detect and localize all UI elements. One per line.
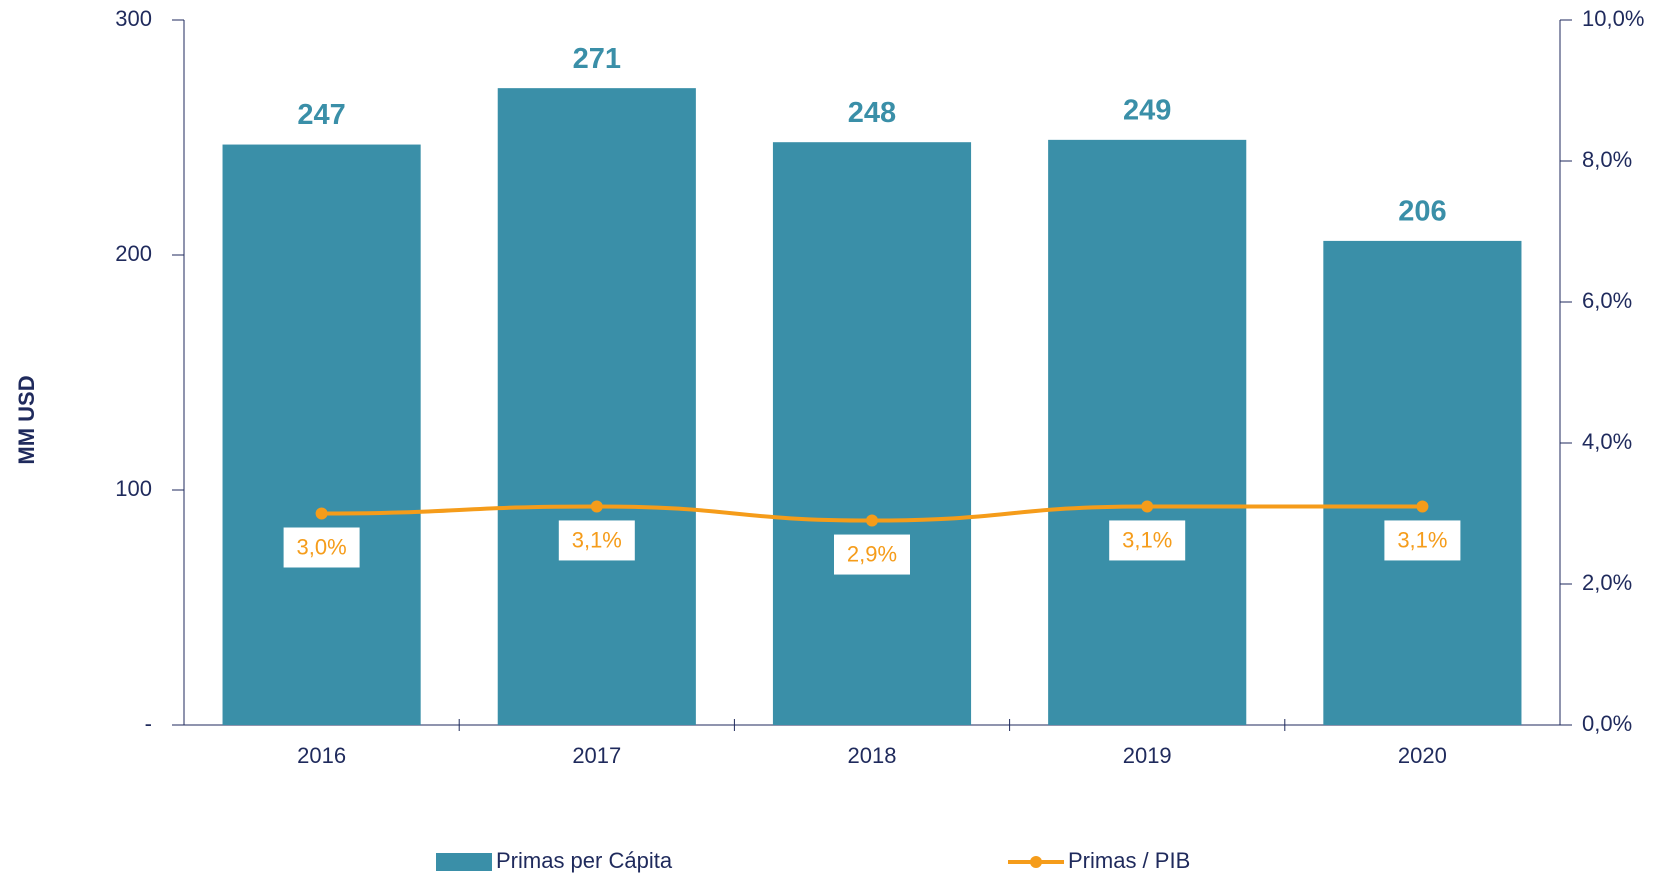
y2-tick-label: 6,0% bbox=[1582, 288, 1632, 313]
legend-swatch bbox=[1030, 856, 1042, 868]
label-box bbox=[834, 534, 910, 575]
x-tick-label: 2019 bbox=[1123, 743, 1172, 768]
line-value-label: 3,0% bbox=[297, 534, 347, 559]
y2-tick-label: 8,0% bbox=[1582, 147, 1632, 172]
y2-tick-label: 10,0% bbox=[1582, 6, 1644, 31]
label-box bbox=[1384, 520, 1461, 561]
bar bbox=[772, 142, 972, 725]
bar-value-label: 247 bbox=[297, 99, 345, 131]
x-tick-label: 2020 bbox=[1398, 743, 1447, 768]
legend-label: Primas per Cápita bbox=[496, 848, 673, 873]
bar bbox=[1323, 240, 1522, 725]
line-point bbox=[1141, 500, 1154, 513]
label-box bbox=[283, 527, 360, 568]
bar bbox=[497, 88, 696, 725]
legend-swatch bbox=[436, 853, 492, 871]
bar bbox=[222, 144, 421, 726]
line-point bbox=[315, 507, 328, 520]
y-tick-label: 200 bbox=[115, 241, 152, 266]
label-box bbox=[558, 520, 635, 561]
line-value-label: 2,9% bbox=[847, 541, 897, 566]
line-point bbox=[590, 500, 603, 513]
y-axis-label: MM USD bbox=[14, 375, 39, 464]
y-tick-label: - bbox=[145, 711, 152, 736]
y2-tick-label: 2,0% bbox=[1582, 570, 1632, 595]
bar-value-label: 248 bbox=[848, 97, 896, 129]
line-point bbox=[1416, 500, 1429, 513]
y-tick-label: 100 bbox=[115, 476, 152, 501]
y2-tick-label: 0,0% bbox=[1582, 711, 1632, 736]
line-value-label: 3,1% bbox=[1397, 527, 1447, 552]
x-tick-label: 2017 bbox=[572, 743, 621, 768]
label-box bbox=[1109, 520, 1186, 561]
line-point bbox=[866, 514, 878, 527]
bar-value-label: 271 bbox=[573, 43, 621, 75]
bar bbox=[1048, 139, 1247, 726]
bar-value-label: 249 bbox=[1123, 95, 1171, 127]
line-value-label: 3,1% bbox=[1122, 527, 1172, 552]
y-tick-label: 300 bbox=[115, 6, 152, 31]
x-tick-label: 2018 bbox=[848, 743, 897, 768]
y2-tick-label: 4,0% bbox=[1582, 429, 1632, 454]
line-value-label: 3,1% bbox=[572, 527, 622, 552]
x-tick-label: 2016 bbox=[297, 743, 346, 768]
bar-value-label: 206 bbox=[1398, 196, 1446, 228]
legend-label: Primas / PIB bbox=[1068, 848, 1190, 873]
